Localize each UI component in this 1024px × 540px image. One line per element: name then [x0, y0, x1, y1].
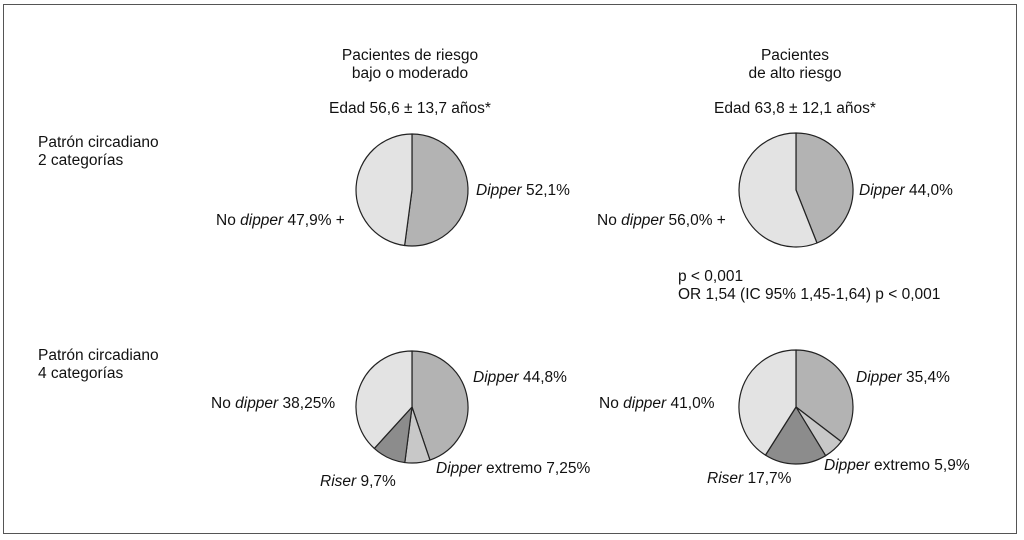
label-value: 9,7% — [356, 473, 396, 490]
label-high4-riser: Riser 17,7% — [707, 470, 791, 488]
column-title-high-line1: Pacientes — [760, 47, 830, 64]
label-value: 41,0% — [666, 395, 715, 412]
pie-slice-low2-dipper — [404, 133, 469, 247]
pie-slice-low4-no-dipper — [355, 350, 413, 450]
label-high4-extremo: Dipper extremo 5,9% — [824, 457, 970, 475]
column-title-high-risk: Pacientes de alto riesgo — [690, 47, 900, 83]
label-low2-nodipper: No dipper 47,9% + — [216, 212, 345, 230]
label-value: 38,25% — [278, 395, 336, 412]
pie-slice-low4-dipper — [411, 350, 469, 461]
label-value: 35,4% — [901, 369, 950, 386]
label-pre: No — [597, 212, 622, 229]
label-value: 56,0% + — [664, 212, 726, 229]
label-name: dipper — [235, 395, 279, 412]
label-value: 47,9% + — [283, 212, 345, 229]
label-low4-nodipper: No dipper 38,25% — [211, 395, 335, 413]
label-value: 44,8% — [518, 369, 567, 386]
label-high4-dipper: Dipper 35,4% — [856, 369, 950, 387]
label-name: Dipper — [824, 457, 870, 474]
label-value: extremo 7,25% — [481, 460, 591, 477]
age-high-risk: Edad 63,8 ± 12,1 años* — [714, 100, 876, 117]
label-name: dipper — [623, 395, 667, 412]
stats-p-value: p < 0,001 — [678, 268, 744, 285]
column-title-low-risk: Pacientes de riesgo bajo o moderado — [300, 47, 520, 83]
pie-slice-high4-no-dipper — [738, 349, 797, 456]
pie-slice-low2-no-dipper — [355, 133, 413, 247]
pie-slice-high4-riser — [764, 406, 827, 465]
row-label-4-line1: Patrón circadiano — [38, 347, 159, 364]
label-name: dipper — [240, 212, 284, 229]
label-pre: No — [216, 212, 241, 229]
label-name: Dipper — [436, 460, 482, 477]
pie-slice-high4-dipper — [795, 349, 854, 443]
label-name: Riser — [707, 470, 744, 487]
label-low4-riser: Riser 9,7% — [320, 473, 396, 491]
label-low4-dipper: Dipper 44,8% — [473, 369, 567, 387]
row-label-2-categories: Patrón circadiano 2 categorías — [38, 134, 159, 170]
label-pre: No — [211, 395, 236, 412]
stats-text: p < 0,001 OR 1,54 (IC 95% 1,45-1,64) p <… — [678, 268, 940, 304]
column-title-low-line1: Pacientes de riesgo — [341, 47, 479, 64]
label-pre: No — [599, 395, 624, 412]
pie-slice-high2-dipper — [795, 132, 854, 244]
label-name: Dipper — [859, 182, 905, 199]
label-low2-dipper: Dipper 52,1% — [476, 182, 570, 200]
column-title-low-line2: bajo o moderado — [351, 65, 469, 82]
label-name: Dipper — [856, 369, 902, 386]
figure-frame — [3, 4, 1017, 534]
pie-slice-high2-no-dipper — [738, 132, 818, 248]
label-value: extremo 5,9% — [869, 457, 970, 474]
label-high2-dipper: Dipper 44,0% — [859, 182, 953, 200]
label-value: 52,1% — [521, 182, 570, 199]
row-label-4-line2: 4 categorías — [38, 365, 124, 382]
column-title-high-line2: de alto riesgo — [748, 65, 842, 82]
stats-odds-ratio: OR 1,54 (IC 95% 1,45-1,64) p < 0,001 — [678, 286, 941, 303]
age-low-risk: Edad 56,6 ± 13,7 años* — [329, 100, 491, 117]
label-value: 17,7% — [743, 470, 792, 487]
row-label-2-line1: Patrón circadiano — [38, 134, 159, 151]
label-name: Dipper — [473, 369, 519, 386]
label-name: Riser — [320, 473, 357, 490]
label-high2-nodipper: No dipper 56,0% + — [597, 212, 726, 230]
label-high4-nodipper: No dipper 41,0% — [599, 395, 714, 413]
label-value: 44,0% — [904, 182, 953, 199]
label-name: dipper — [621, 212, 665, 229]
row-label-4-categories: Patrón circadiano 4 categorías — [38, 347, 159, 383]
row-label-2-line2: 2 categorías — [38, 152, 124, 169]
label-name: Dipper — [476, 182, 522, 199]
label-low4-extremo: Dipper extremo 7,25% — [436, 460, 590, 478]
